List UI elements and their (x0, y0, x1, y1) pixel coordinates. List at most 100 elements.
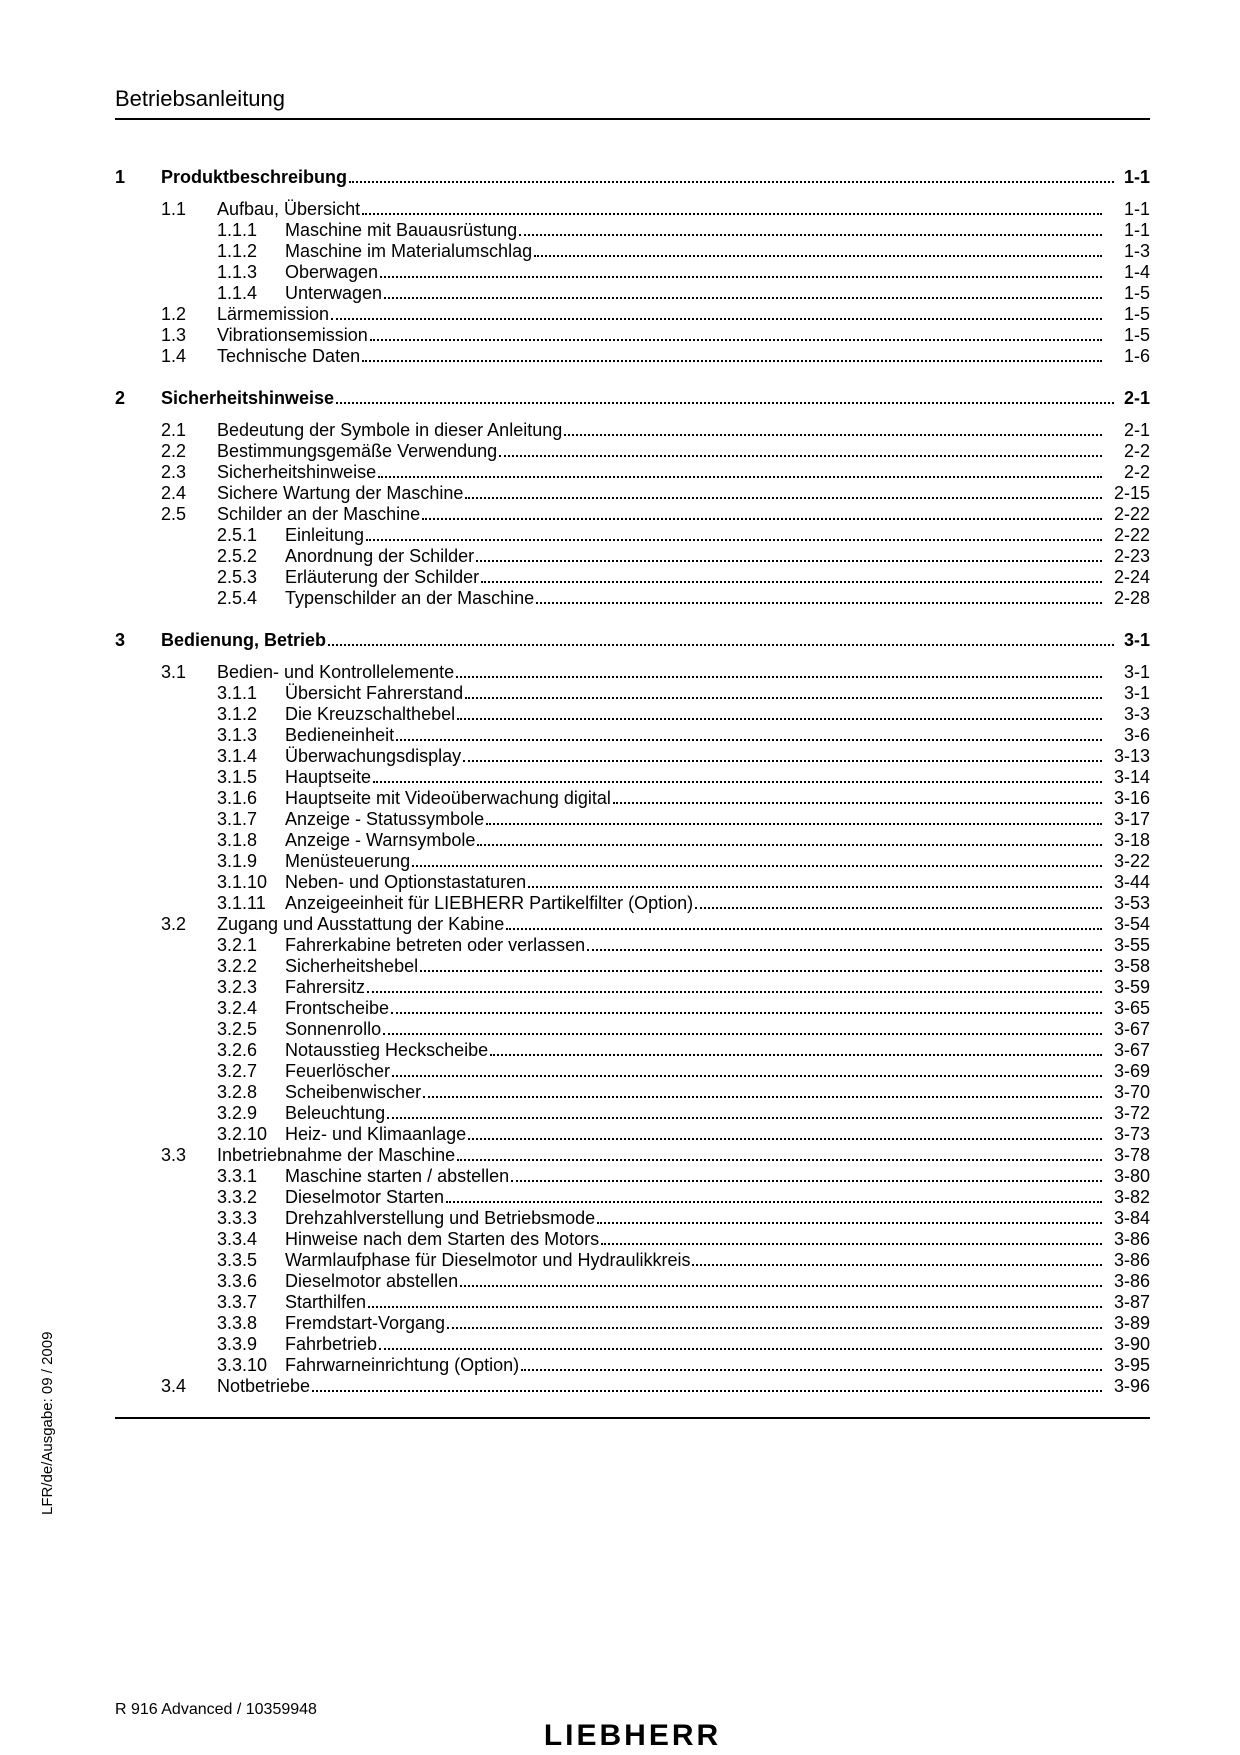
toc-dots (692, 1253, 1102, 1267)
toc-subsection-title: Neben- und Optionstastaturen (285, 873, 526, 891)
toc-page-num: 2-2 (1108, 442, 1150, 460)
toc-dots (519, 223, 1102, 237)
toc-subsection-num: 3.1.7 (217, 810, 285, 828)
toc-dots (366, 528, 1102, 542)
toc-page-num: 3-89 (1108, 1314, 1150, 1332)
footer-logo: LIEBHERR (544, 1719, 721, 1753)
toc-section-title: Vibrationsemission (217, 326, 368, 344)
toc-page-num: 1-5 (1108, 284, 1150, 302)
toc-dots (476, 549, 1102, 563)
toc-section-title: Aufbau, Übersicht (217, 200, 360, 218)
toc-dots (384, 286, 1102, 300)
toc-subsection-title: Übersicht Fahrerstand (285, 684, 463, 702)
toc-page-num: 3-6 (1108, 726, 1150, 744)
toc-page-num: 1-4 (1108, 263, 1150, 281)
toc-subsection: 3.1.9Menüsteuerung3-22 (115, 852, 1150, 870)
toc-section: 1.4Technische Daten1-6 (115, 347, 1150, 365)
page: Betriebsanleitung 1Produktbeschreibung1-… (0, 0, 1240, 1755)
toc-section-num: 2.5 (161, 505, 217, 523)
toc-subsection: 1.1.2Maschine im Materialumschlag1-3 (115, 242, 1150, 260)
toc-subsection-num: 1.1.4 (217, 284, 285, 302)
toc-subsection-title: Sonnenrollo (285, 1020, 381, 1038)
toc-section: 3.2Zugang und Ausstattung der Kabine3-54 (115, 915, 1150, 933)
toc-dots (477, 833, 1102, 847)
toc-subsection-num: 2.5.4 (217, 589, 285, 607)
toc-subsection-num: 3.1.5 (217, 768, 285, 786)
toc-section-title: Sicherheitshinweise (217, 463, 376, 481)
toc-section: 1.1Aufbau, Übersicht1-1 (115, 200, 1150, 218)
toc-page-num: 2-1 (1120, 389, 1150, 407)
toc-section: 1.2Lärmemission1-5 (115, 305, 1150, 323)
toc-page-num: 3-44 (1108, 873, 1150, 891)
toc-dots (536, 591, 1102, 605)
toc-subsection-title: Fahrerkabine betreten oder verlassen (285, 936, 585, 954)
toc-subsection-num: 3.2.8 (217, 1083, 285, 1101)
toc-page-num: 3-73 (1108, 1125, 1150, 1143)
toc-subsection-num: 3.1.4 (217, 747, 285, 765)
toc-dots (460, 1274, 1102, 1288)
toc-page-num: 3-87 (1108, 1293, 1150, 1311)
toc-dots (457, 707, 1102, 721)
toc-page-num: 3-69 (1108, 1062, 1150, 1080)
toc-section-title: Zugang und Ausstattung der Kabine (217, 915, 504, 933)
toc-dots (601, 1232, 1102, 1246)
toc-subsection: 3.1.7Anzeige - Statussymbole3-17 (115, 810, 1150, 828)
toc-subsection-title: Fahrbetrieb (285, 1335, 377, 1353)
toc-subsection-title: Maschine im Materialumschlag (285, 242, 532, 260)
toc-subsection-num: 3.1.11 (217, 894, 285, 912)
toc-page-num: 3-1 (1108, 684, 1150, 702)
toc-subsection-title: Notausstieg Heckscheibe (285, 1041, 488, 1059)
toc-page-num: 2-15 (1108, 484, 1150, 502)
toc-subsection-num: 3.3.1 (217, 1167, 285, 1185)
toc-subsection: 3.3.9Fahrbetrieb3-90 (115, 1335, 1150, 1353)
toc-page-num: 3-67 (1108, 1041, 1150, 1059)
toc-subsection-num: 3.3.6 (217, 1272, 285, 1290)
toc-subsection-num: 3.1.8 (217, 831, 285, 849)
bottom-rule (115, 1417, 1150, 1419)
table-of-contents: 1Produktbeschreibung1-11.1Aufbau, Übersi… (115, 168, 1150, 1395)
toc-subsection-title: Fahrersitz (285, 978, 365, 996)
toc-dots (468, 1127, 1102, 1141)
toc-dots (534, 244, 1102, 258)
toc-dots (362, 202, 1102, 216)
toc-page-num: 3-53 (1108, 894, 1150, 912)
toc-subsection: 3.1.1Übersicht Fahrerstand 3-1 (115, 684, 1150, 702)
toc-page-num: 3-86 (1108, 1230, 1150, 1248)
toc-subsection-num: 3.3.4 (217, 1230, 285, 1248)
toc-dots (391, 1001, 1102, 1015)
toc-subsection-title: Fremdstart-Vorgang (285, 1314, 445, 1332)
toc-page-num: 3-72 (1108, 1104, 1150, 1122)
toc-subsection-num: 3.1.1 (217, 684, 285, 702)
toc-dots (587, 938, 1102, 952)
page-header: Betriebsanleitung (115, 86, 1150, 120)
toc-dots (447, 1316, 1102, 1330)
toc-subsection: 3.2.8Scheibenwischer3-70 (115, 1083, 1150, 1101)
toc-dots (463, 749, 1102, 763)
toc-dots (465, 486, 1102, 500)
toc-section-title: Inbetriebnahme der Maschine (217, 1146, 455, 1164)
toc-section: 2.3Sicherheitshinweise2-2 (115, 463, 1150, 481)
toc-subsection-title: Frontscheibe (285, 999, 389, 1017)
toc-subsection-title: Feuerlöscher (285, 1062, 390, 1080)
toc-dots (370, 328, 1102, 342)
toc-dots (412, 854, 1102, 868)
toc-dots (336, 390, 1114, 404)
toc-subsection: 3.1.6Hauptseite mit Videoüberwachung dig… (115, 789, 1150, 807)
toc-subsection-title: Dieselmotor abstellen (285, 1272, 458, 1290)
toc-dots (613, 791, 1102, 805)
toc-subsection: 2.5.4Typenschilder an der Maschine2-28 (115, 589, 1150, 607)
toc-section-num: 3.4 (161, 1377, 217, 1395)
toc-subsection-num: 3.1.6 (217, 789, 285, 807)
toc-section: 2.1Bedeutung der Symbole in dieser Anlei… (115, 421, 1150, 439)
toc-section: 1.3Vibrationsemission1-5 (115, 326, 1150, 344)
toc-subsection-num: 2.5.1 (217, 526, 285, 544)
toc-page-num: 3-22 (1108, 852, 1150, 870)
toc-dots (422, 507, 1102, 521)
toc-section: 2.2Bestimmungsgemäße Verwendung2-2 (115, 442, 1150, 460)
toc-subsection-title: Unterwagen (285, 284, 382, 302)
toc-page-num: 3-55 (1108, 936, 1150, 954)
toc-section: 3.4Notbetriebe3-96 (115, 1377, 1150, 1395)
toc-subsection-num: 3.3.10 (217, 1356, 285, 1374)
toc-dots (392, 1064, 1102, 1078)
toc-section-num: 3.3 (161, 1146, 217, 1164)
